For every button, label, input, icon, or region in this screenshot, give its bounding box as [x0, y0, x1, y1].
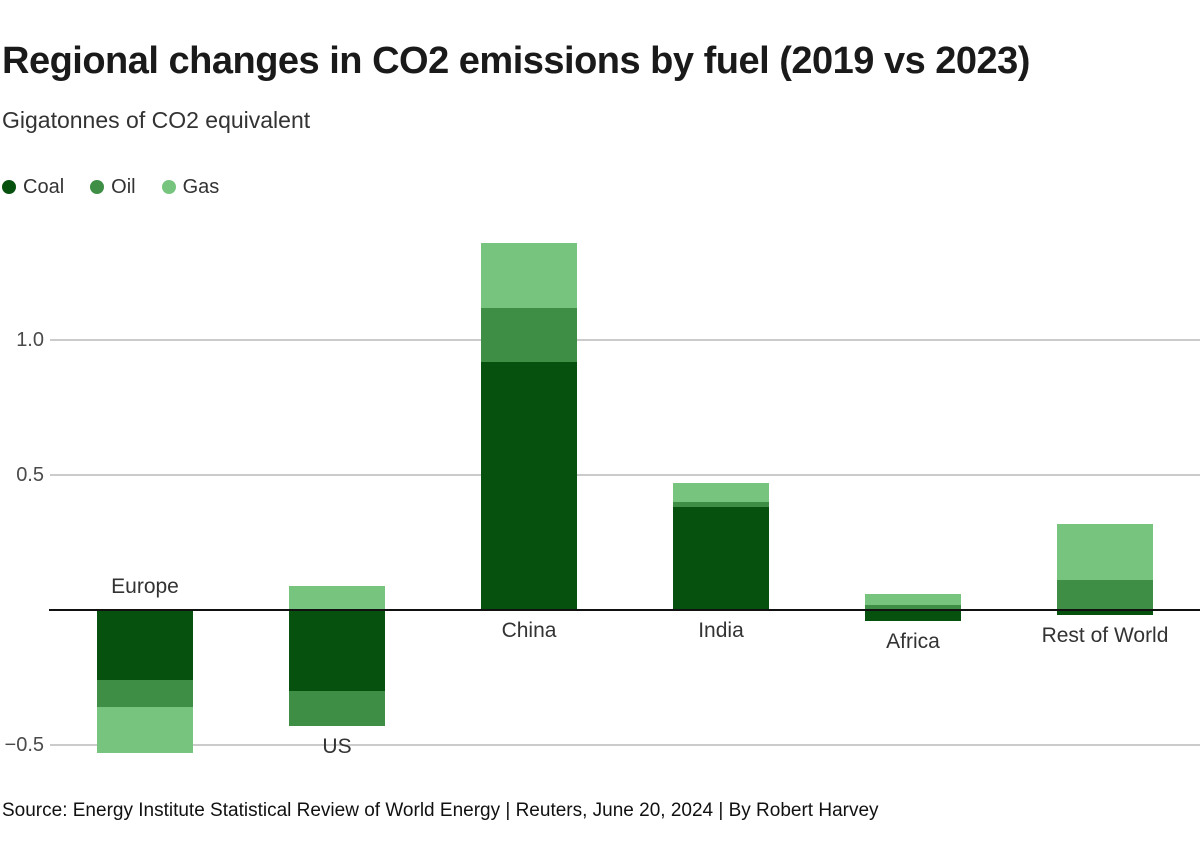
category-label-rest-of-world: Rest of World [1041, 624, 1169, 648]
legend-dot-oil [90, 180, 105, 194]
bar-segment-oil-africa [865, 604, 961, 610]
bar-segment-oil-china [481, 307, 577, 362]
legend-item-coal: Coal [2, 177, 64, 197]
bar-segment-oil-europe [97, 680, 193, 708]
category-label-us: US [322, 735, 352, 759]
gridline [50, 744, 1200, 746]
category-label-india: India [698, 619, 744, 642]
bar-segment-gas-rest-of-world [1057, 523, 1153, 581]
bar-segment-oil-rest-of-world [1057, 580, 1153, 610]
bar-segment-gas-india [673, 483, 769, 502]
bar-segment-coal-us [289, 610, 385, 691]
legend-dot-gas [161, 180, 176, 194]
legend-item-oil: Oil [90, 176, 136, 198]
bar-segment-oil-india [673, 502, 769, 508]
category-label-europe: Europe [111, 575, 179, 598]
chart-title: Regional changes in CO2 emissions by fue… [2, 40, 1030, 82]
category-label-china: China [501, 619, 557, 642]
legend-label: Oil [111, 176, 136, 198]
chart-subtitle: Gigatonnes of CO2 equivalent [2, 107, 311, 133]
bar-segment-oil-us [289, 691, 385, 727]
zero-baseline [49, 609, 1200, 611]
y-tick-label: 0.5 [16, 464, 44, 486]
legend-label: Coal [23, 176, 65, 198]
y-tick-label: −0.5 [4, 734, 44, 756]
bar-segment-coal-europe [97, 610, 193, 681]
legend-dot-coal [2, 180, 16, 194]
gridline [50, 339, 1200, 341]
category-label-africa: Africa [886, 629, 940, 653]
legend-label: Gas [182, 176, 220, 198]
source-attribution: Source: Energy Institute Statistical Rev… [2, 800, 879, 821]
legend: Coal Oil Gas [2, 177, 219, 197]
bar-segment-coal-china [481, 361, 577, 610]
bar-segment-gas-africa [865, 593, 961, 605]
legend-item-gas: Gas [161, 176, 220, 198]
gridline [50, 474, 1200, 476]
y-tick-label: 1.0 [16, 329, 44, 351]
bar-segment-coal-rest-of-world [1057, 610, 1153, 616]
bar-segment-coal-africa [865, 610, 961, 621]
bar-segment-gas-us [289, 585, 385, 610]
bar-segment-gas-europe [97, 707, 193, 754]
bar-segment-gas-china [481, 242, 577, 308]
bar-segment-coal-india [673, 507, 769, 610]
